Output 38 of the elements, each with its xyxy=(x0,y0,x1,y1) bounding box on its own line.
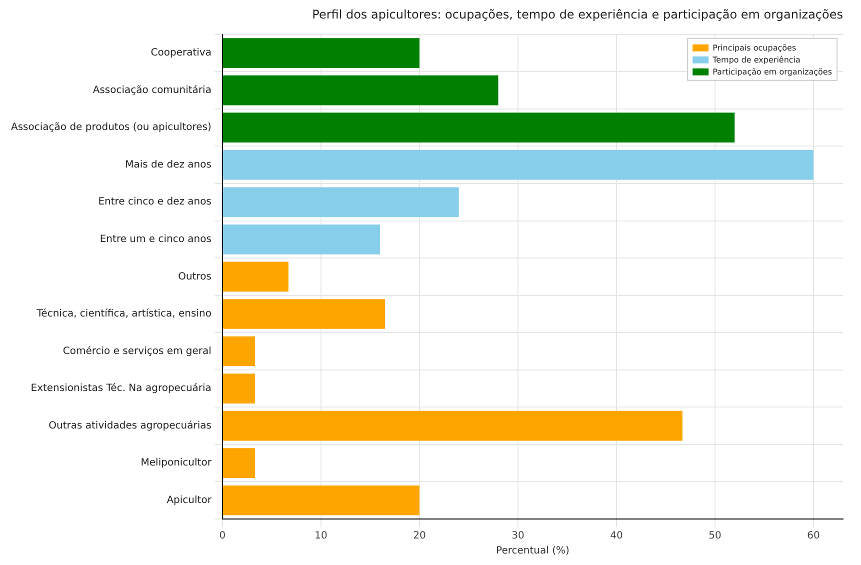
y-tick-label: Entre cinco e dez anos xyxy=(98,196,212,208)
x-tick-label: 0 xyxy=(219,530,226,542)
x-axis-title: Percentual (%) xyxy=(496,546,570,557)
y-tick-label: Extensionistas Téc. Na agropecuária xyxy=(30,383,212,394)
y-tick-label: Apicultor xyxy=(166,494,212,506)
x-tick-label: 40 xyxy=(610,530,623,542)
y-tick-label: Cooperativa xyxy=(150,48,212,59)
bar xyxy=(222,336,255,366)
y-tick-label: Associação de produtos (ou apicultores) xyxy=(10,122,212,134)
x-tick-label: 30 xyxy=(512,530,524,542)
legend-label: Participação em organizações xyxy=(712,67,832,76)
x-tick-label: 10 xyxy=(314,530,328,542)
bar xyxy=(222,448,255,478)
y-tick-label: Entre um e cinco anos xyxy=(100,234,212,246)
bar xyxy=(222,410,682,441)
y-tick-label: Mais de dez anos xyxy=(125,159,212,170)
x-tick-label: 20 xyxy=(413,530,426,542)
x-tick-label: 60 xyxy=(807,530,820,542)
y-tick-label: Associação comunitária xyxy=(92,84,212,96)
bar xyxy=(222,374,255,404)
chart-title: Perfil dos apicultores: ocupações, tempo de experiência e participação em organizações xyxy=(312,7,843,22)
bar xyxy=(222,262,288,292)
x-tick-label: 50 xyxy=(708,530,722,542)
bar xyxy=(222,187,459,218)
bar xyxy=(222,75,498,106)
bar xyxy=(222,224,380,254)
legend-label: Tempo de experiência xyxy=(712,55,801,64)
bar xyxy=(222,299,385,329)
y-tick-label: Outras atividades agropecuárias xyxy=(48,420,212,432)
y-tick-label: Comércio e serviços em geral xyxy=(62,346,212,357)
y-tick-label: Meliponicultor xyxy=(140,458,212,469)
y-tick-label: Outros xyxy=(178,271,212,282)
bar xyxy=(222,150,814,180)
bar xyxy=(222,112,735,143)
y-tick-label: Técnica, científica, artística, ensino xyxy=(36,308,212,320)
bar xyxy=(222,485,420,516)
bar xyxy=(222,38,420,68)
legend-label: Principais ocupações xyxy=(712,43,796,52)
